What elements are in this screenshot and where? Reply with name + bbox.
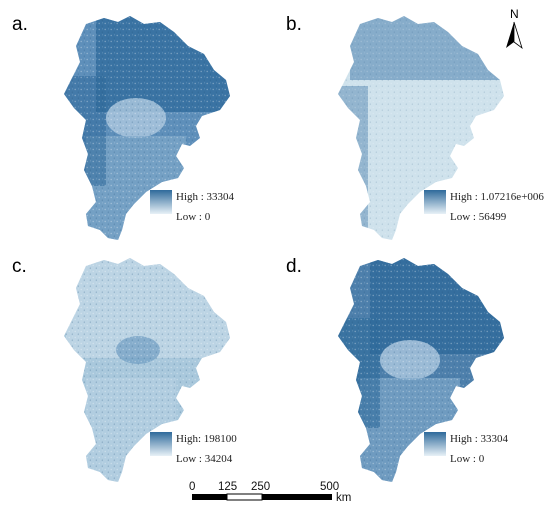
- panel-c-legend: High: 198100 Low : 34204: [150, 432, 237, 465]
- legend-high: High : 33304: [176, 191, 235, 203]
- panel-d-legend: High : 33304 Low : 0: [424, 432, 509, 465]
- legend-ramp: [424, 432, 446, 456]
- legend-low: Low : 56499: [450, 211, 507, 223]
- legend-high: High : 1.07216e+006: [450, 191, 544, 203]
- north-arrow: N: [506, 7, 523, 50]
- legend-ramp: [150, 190, 172, 214]
- scale-tick-500: 500: [320, 481, 339, 493]
- panel-c-letter: c.: [12, 256, 27, 277]
- legend-ramp: [150, 432, 172, 456]
- legend-low: Low : 0: [450, 453, 485, 465]
- legend-low: Low : 34204: [176, 453, 233, 465]
- legend-ramp: [424, 190, 446, 214]
- panel-a: a. High : 33304 Low : 0: [12, 14, 235, 240]
- north-arrow-icon: [506, 22, 514, 48]
- panel-b: b. High : 1.07216e+006 Low : 56499: [286, 14, 544, 240]
- scale-tick-250: 250: [251, 481, 270, 493]
- panel-b-legend: High : 1.07216e+006 Low : 56499: [424, 190, 544, 223]
- panel-b-letter: b.: [286, 14, 302, 35]
- scale-tick-0: 0: [189, 481, 195, 493]
- panel-d: d. High : 33304 Low : 0: [286, 256, 509, 482]
- panel-b-map: [338, 16, 504, 240]
- legend-high: High: 198100: [176, 433, 237, 445]
- panel-a-letter: a.: [12, 14, 28, 35]
- legend-high: High : 33304: [450, 433, 509, 445]
- scale-bar: 0 125 250 500 km: [189, 481, 351, 504]
- scale-tick-125: 125: [218, 481, 237, 493]
- north-label: N: [510, 7, 519, 21]
- panel-a-legend: High : 33304 Low : 0: [150, 190, 235, 223]
- panel-d-letter: d.: [286, 256, 302, 277]
- panel-c: c. High: 198100 Low : 34204: [12, 256, 237, 482]
- legend-low: Low : 0: [176, 211, 211, 223]
- scale-unit: km: [336, 492, 351, 504]
